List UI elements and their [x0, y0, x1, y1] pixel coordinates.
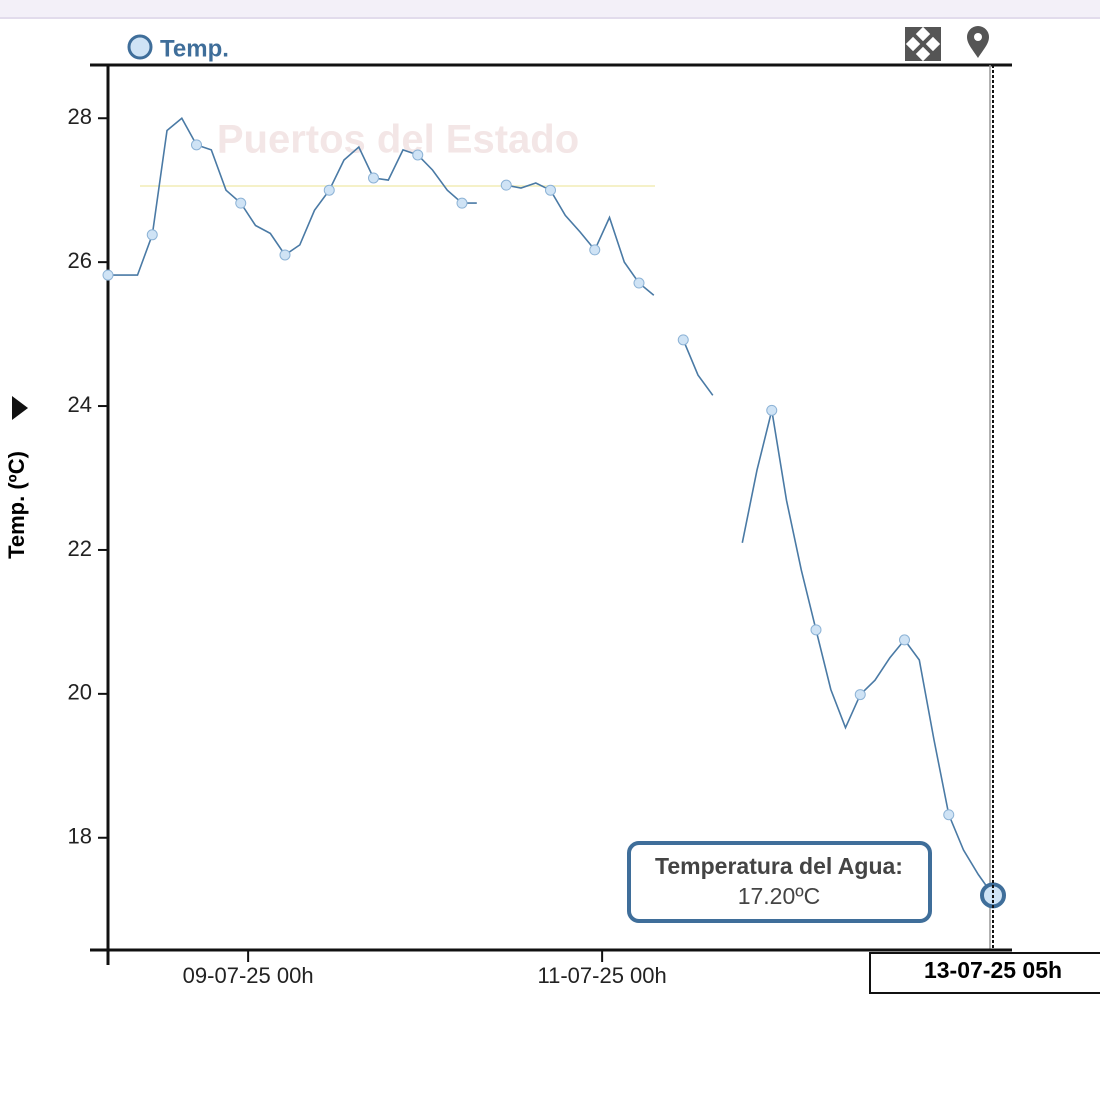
marker [235, 197, 247, 209]
tooltip [627, 841, 932, 923]
marker [191, 139, 202, 151]
marker [677, 334, 689, 346]
y-tick-label: 22 [68, 536, 92, 561]
marker [854, 689, 866, 701]
y-tick-label: 26 [68, 248, 92, 273]
tooltip-value: 17.20ºC [738, 883, 821, 909]
marker [279, 249, 291, 261]
legend-marker[interactable] [127, 34, 153, 60]
marker [589, 244, 601, 256]
y-tick-label: 20 [68, 680, 92, 705]
marker [323, 184, 335, 196]
cursor-label: 13-07-25 05h [924, 957, 1062, 983]
tooltip-label: Temperatura del Agua: [655, 853, 903, 879]
marker [412, 149, 424, 161]
line [108, 116, 994, 896]
cursor-label-box [869, 952, 1100, 994]
y-tick-label: 24 [68, 392, 92, 417]
marker [943, 809, 955, 821]
marker [899, 634, 910, 646]
icon-corners[interactable] [905, 27, 941, 61]
marker [456, 197, 468, 209]
legend[interactable]: Temp. [127, 34, 229, 62]
marker [368, 172, 379, 184]
marker [810, 624, 822, 636]
expand-icon[interactable] [905, 27, 941, 61]
legend-label[interactable]: Temp. [160, 35, 229, 62]
y-axis-toggle[interactable] [12, 396, 28, 420]
marker [545, 184, 556, 196]
x-tick-label: 09-07-25 00h [183, 963, 314, 988]
marker [102, 269, 114, 281]
plot: 18 20 22 24 26 28 09-07-25 00h 11-07-25 00h [68, 104, 1006, 988]
location-icon-dot [974, 33, 982, 41]
marker [633, 277, 645, 289]
watermark: Puertos del Estado [217, 118, 579, 162]
y-axis-label: Temp. (ºC) [4, 451, 29, 559]
top-bar [0, 0, 1100, 18]
y-tick-label: 28 [68, 104, 92, 129]
y-tick-label: 18 [68, 824, 92, 849]
icon-stroke[interactable] [910, 31, 936, 57]
x-tick-label: 11-07-25 00h [538, 963, 667, 988]
marker [766, 404, 778, 416]
location-icon[interactable] [967, 26, 989, 58]
marker [146, 229, 158, 241]
marker [500, 179, 512, 191]
